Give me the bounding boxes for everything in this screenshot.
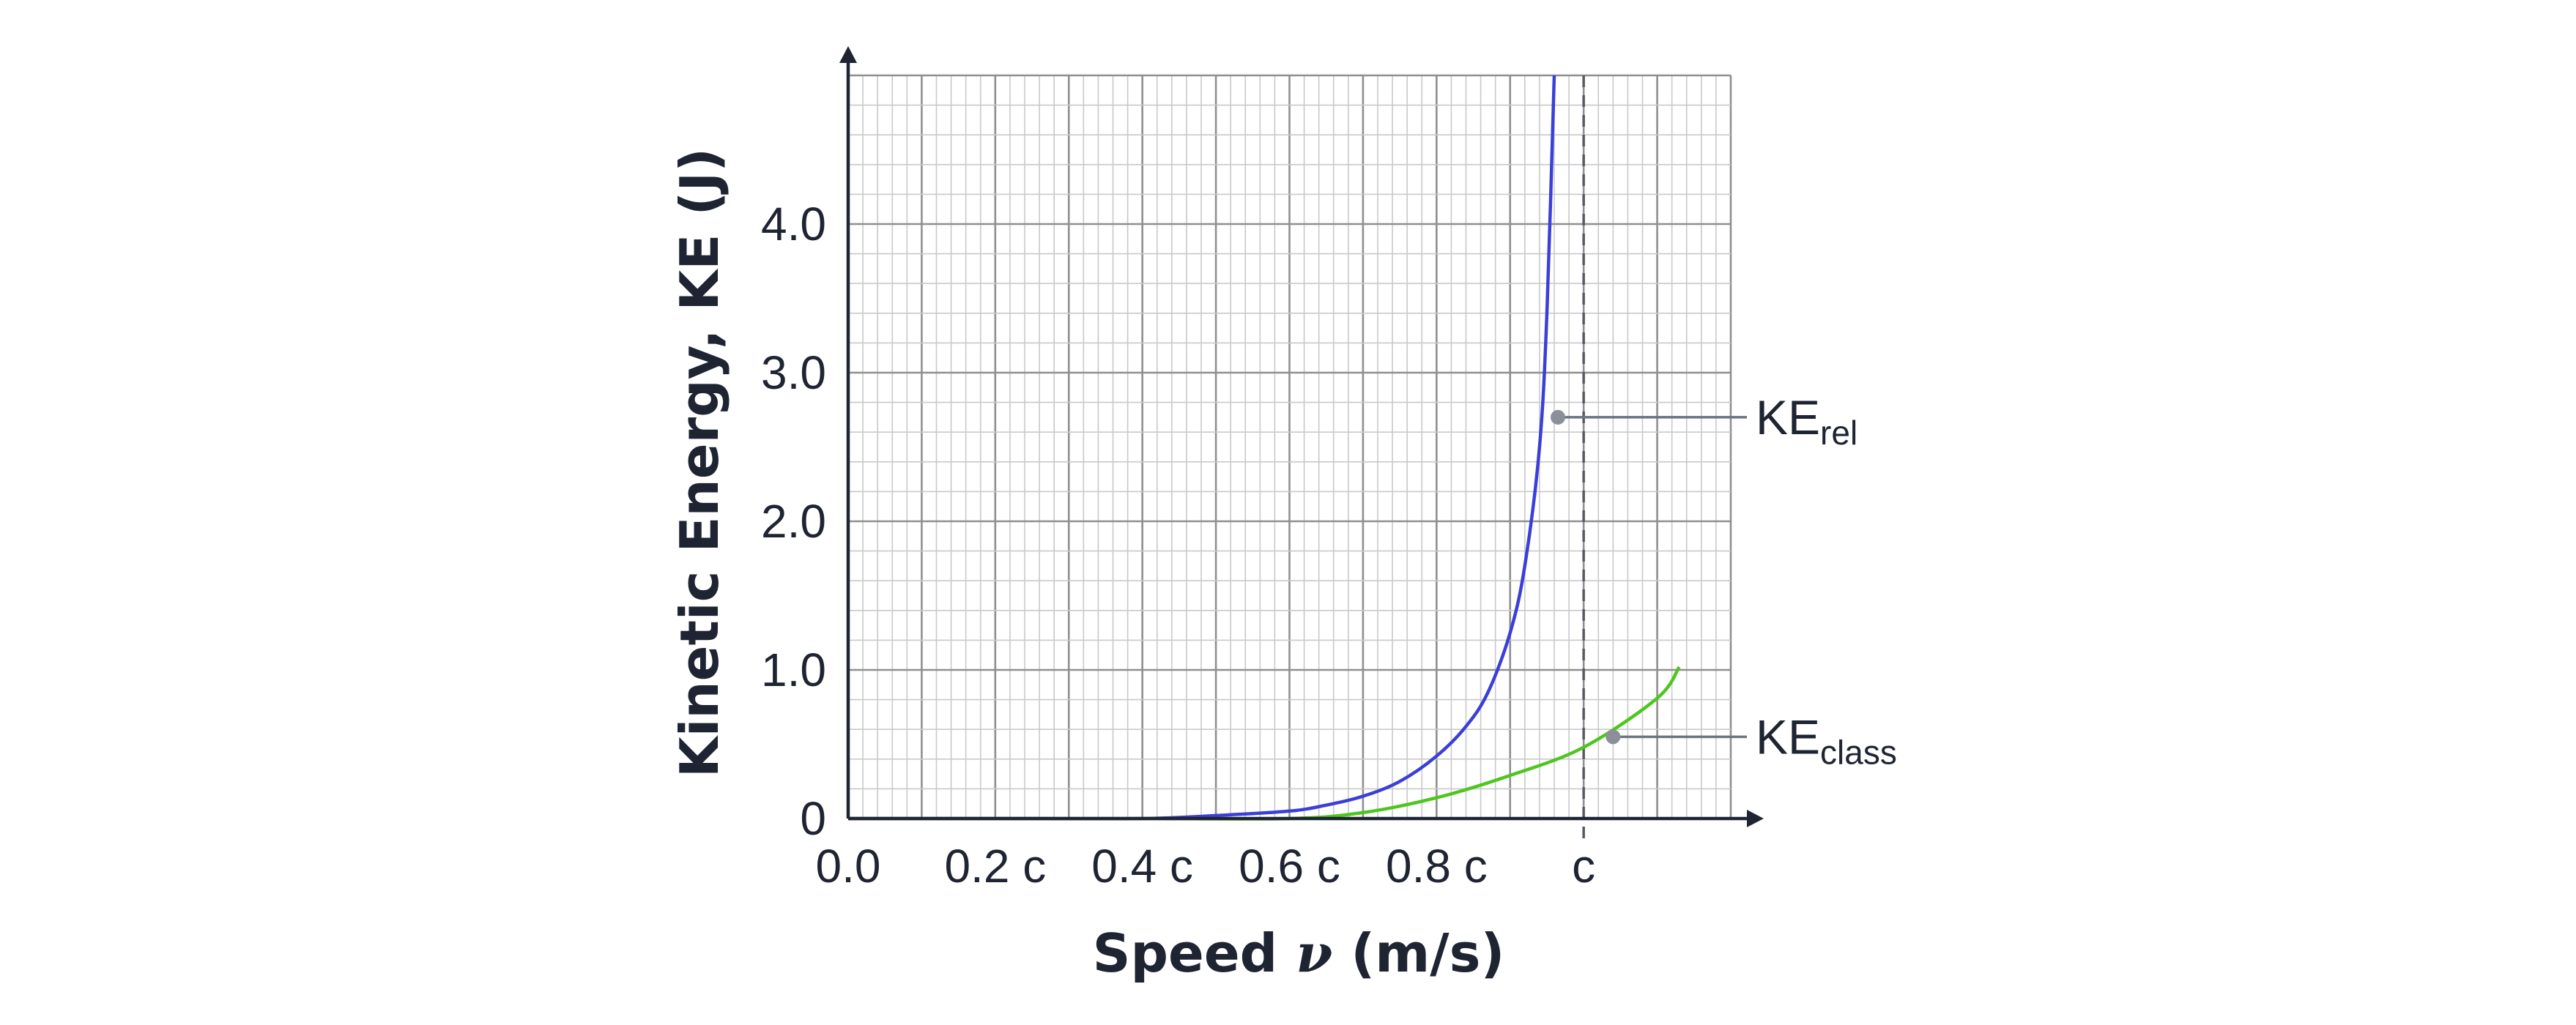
x-tick-label: 0.2 c	[944, 840, 1046, 892]
x-tick-label: 0.0	[816, 840, 881, 892]
y-axis-arrow	[839, 46, 857, 63]
x-tick-label: 0.4 c	[1091, 840, 1193, 892]
tick-labels: 0.0 0.2 c 0.4 c 0.6 c 0.8 c c 0 1.0 2.0 3.0 4.0	[761, 198, 1595, 892]
x-tick-label: c	[1572, 840, 1595, 892]
series-label-sub: rel	[1820, 414, 1857, 452]
y-tick-label: 3.0	[761, 346, 826, 399]
x-tick-label: 0.8 c	[1386, 840, 1488, 892]
label-dot-class	[1606, 729, 1621, 745]
chart-grid	[847, 74, 1732, 820]
x-axis-title: Speed ν (m/s)	[1093, 922, 1505, 984]
y-axis-title: Kinetic Energy, KE (J)	[669, 148, 730, 778]
y-tick-label: 0	[800, 792, 826, 845]
y-tick-label: 1.0	[761, 644, 826, 696]
series-label-class: KEclass	[1756, 709, 1897, 771]
x-tick-label: 0.6 c	[1239, 840, 1340, 892]
x-axis-title-symbol: ν	[1296, 922, 1332, 984]
x-axis-title-unit: (m/s)	[1351, 922, 1504, 984]
series-label-sub: class	[1820, 733, 1897, 771]
x-axis-title-text: Speed	[1093, 922, 1278, 984]
y-tick-label: 2.0	[761, 495, 826, 548]
label-dot-rel	[1551, 409, 1566, 425]
y-tick-label: 4.0	[761, 198, 826, 250]
x-axis-arrow	[1747, 810, 1764, 827]
series-label-rel: KErel	[1756, 390, 1857, 452]
series-label-main: KE	[1756, 709, 1820, 764]
series-label-main: KE	[1756, 390, 1820, 444]
chart-axes	[839, 46, 1764, 827]
